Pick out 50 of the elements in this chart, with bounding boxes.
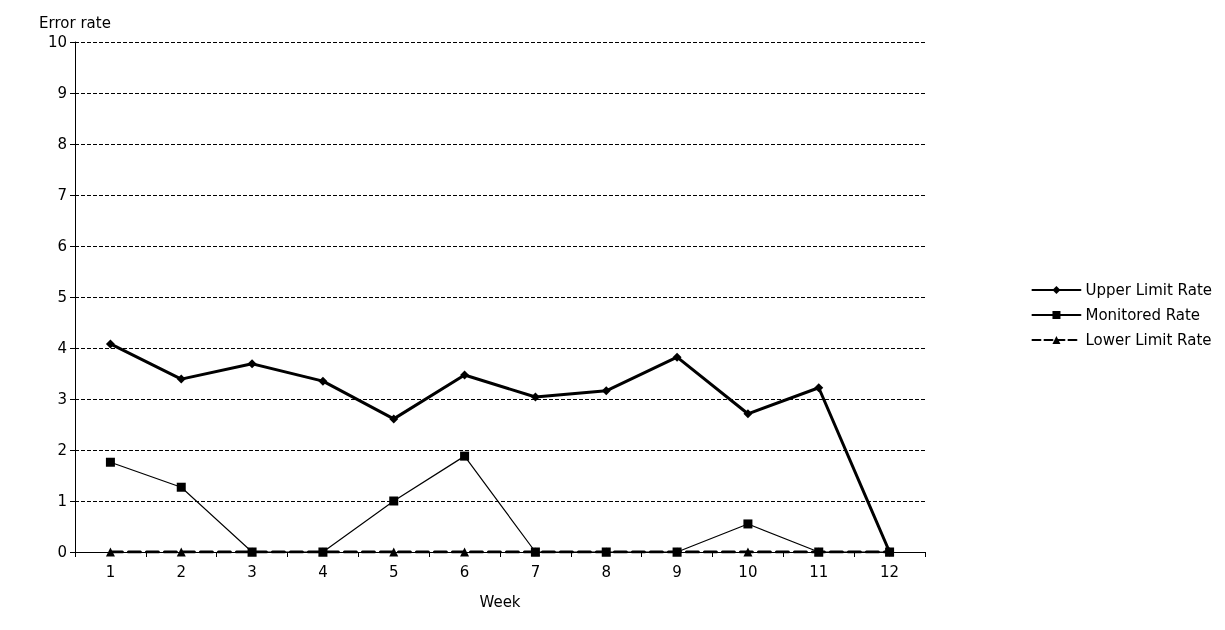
point [743,409,753,419]
point [601,386,611,396]
point [460,451,470,461]
x-tick-label: 12 [880,562,900,581]
point [105,547,115,557]
point [389,547,399,557]
point [460,547,470,557]
point [389,496,399,506]
x-tick-label: 1 [105,562,116,581]
point [672,352,682,362]
point [176,374,186,384]
point [318,376,328,386]
x-axis-title: Week [479,592,521,611]
point [814,383,824,393]
point [743,519,753,529]
x-tick-label: 11 [809,562,829,581]
point [460,370,470,380]
y-tick-label: 3 [57,390,67,408]
x-tick-label: 2 [176,562,187,581]
point [389,414,399,424]
y-tick-label: 4 [57,339,67,357]
x-tick-label: 5 [388,562,399,581]
legend-label: Lower Limit Rate [1085,331,1212,349]
point [176,547,186,557]
point [105,457,115,467]
point [105,339,115,349]
y-tick-label: 1 [57,492,67,510]
legend-label: Monitored Rate [1085,306,1201,324]
point [530,392,540,402]
y-axis-title: Error rate [39,13,111,32]
y-tick-label: 9 [57,84,67,102]
x-tick-label: 8 [601,562,612,581]
y-tick-label: 5 [57,288,67,306]
y-tick-label: 6 [57,237,67,255]
y-tick-label: 0 [57,543,67,561]
y-tick-label: 7 [57,186,67,204]
x-tick-label: 6 [459,562,470,581]
x-tick-label: 10 [738,562,758,581]
legend-label: Upper Limit Rate [1085,281,1213,299]
point [318,547,328,557]
x-tick-label: 4 [318,562,328,581]
x-tick-label: 3 [247,562,257,581]
point [743,547,753,557]
point [247,359,257,369]
y-tick-label: 8 [57,135,67,153]
x-tick-label: 7 [530,562,541,581]
x-tick-label: 9 [672,562,682,581]
y-tick-label: 2 [57,441,67,459]
y-tick-label: 10 [47,33,67,51]
point [176,482,186,492]
